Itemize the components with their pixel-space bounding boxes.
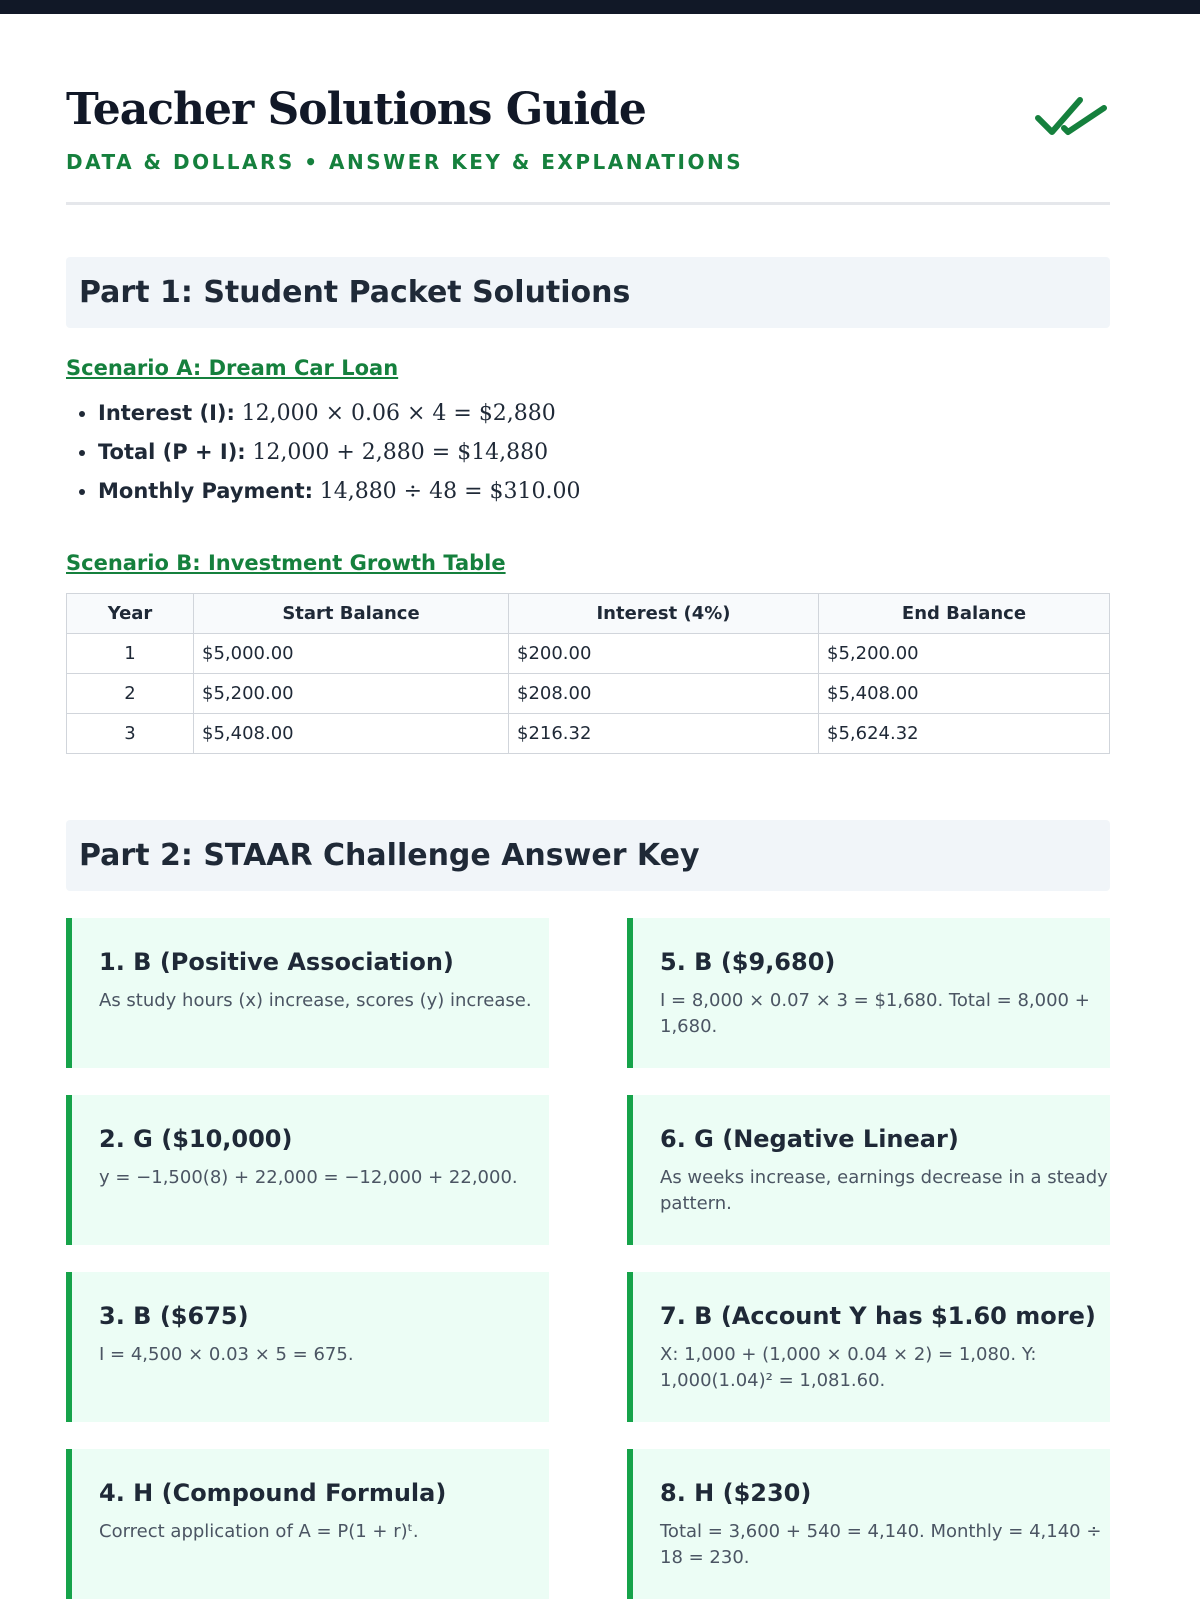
item-expression: 12,000 × 0.06 × 4 = $2,880 <box>241 401 556 426</box>
section-heading: Part 1: Student Packet Solutions <box>66 257 1110 328</box>
solution-list: Interest (I): 12,000 × 0.06 × 4 = $2,880… <box>66 394 1110 511</box>
table-cell: $5,200.00 <box>818 633 1110 674</box>
answer-explanation: X: 1,000 + (1,000 × 0.04 × 2) = 1,080. Y… <box>660 1344 1037 1391</box>
growth-table: Year Start Balance Interest (4%) End Balanc… <box>66 593 1110 754</box>
answer-explanation: I = 8,000 × 0.07 × 3 = $1,680. Total = 8… <box>660 990 1090 1037</box>
header-row: Year Start Balance Interest (4%) End Balanc… <box>66 593 1110 634</box>
item-expression: 14,880 ÷ 48 = $310.00 <box>319 479 581 504</box>
answer-title: 3. B ($675) <box>99 1302 249 1330</box>
solution-item: Total (P + I): 12,000 + 2,880 = $14,880 <box>98 433 1110 472</box>
table-cell: $5,624.32 <box>818 713 1110 754</box>
answer-title: 4. H (Compound Formula) <box>99 1479 447 1507</box>
answer-card: 8. H ($230) Total = 3,600 + 540 = 4,140. … <box>627 1449 1110 1599</box>
answer-card: 4. H (Compound Formula) Correct applicati… <box>66 1449 549 1599</box>
table-cell: $5,408.00 <box>193 713 509 754</box>
answer-explanation: Total = 3,600 + 540 = 4,140. Monthly = 4… <box>660 1521 1102 1568</box>
answer-explanation: Correct application of A = P(1 + r)ᵗ. <box>99 1521 419 1542</box>
check-icon <box>1035 97 1107 135</box>
table-row: 3 $5,408.00 $216.32 $5,624.32 <box>66 713 1110 754</box>
solution-item: Monthly Payment: 14,880 ÷ 48 = $310.00 <box>98 472 1110 511</box>
answer-title: 6. G (Negative Linear) <box>660 1125 959 1153</box>
answer-explanation: y = −1,500(8) + 22,000 = −12,000 + 22,00… <box>99 1167 518 1188</box>
answer-title: 8. H ($230) <box>660 1479 812 1507</box>
answer-title: 1. B (Positive Association) <box>99 948 454 976</box>
table-cell: 2 <box>66 673 194 714</box>
answer-explanation: I = 4,500 × 0.03 × 5 = 675. <box>99 1344 354 1365</box>
column-header: End Balance <box>818 593 1110 634</box>
answer-card: 1. B (Positive Association) As study hour… <box>66 918 549 1068</box>
table-cell: 1 <box>66 633 194 674</box>
answer-explanation: As study hours (x) increase, scores (y) … <box>99 990 532 1011</box>
table-cell: $5,000.00 <box>193 633 509 674</box>
answer-card: 2. G ($10,000) y = −1,500(8) + 22,000 = −… <box>66 1095 549 1245</box>
subtitle: DATA & DOLLARS • ANSWER KEY & EXPLANATIO… <box>66 150 744 174</box>
content: Teacher Solutions Guide DATA & DOLLARS •… <box>66 14 1110 1599</box>
table-cell: $200.00 <box>508 633 819 674</box>
answer-title: 5. B ($9,680) <box>660 948 836 976</box>
section-heading: Part 2: STAAR Challenge Answer Key <box>66 820 1110 891</box>
column-header: Interest (4%) <box>508 593 819 634</box>
answer-title: 7. B (Account Y has $1.60 more) <box>660 1302 1096 1330</box>
table-cell: $5,408.00 <box>818 673 1110 714</box>
title: Teacher Solutions Guide <box>66 84 647 135</box>
divider <box>66 202 1110 205</box>
table-cell: $216.32 <box>508 713 819 754</box>
solution-item: Interest (I): 12,000 × 0.06 × 4 = $2,880 <box>98 394 1110 433</box>
top-bar <box>0 0 1200 14</box>
item-label: Monthly Payment: <box>98 479 314 503</box>
answer-card: 6. G (Negative Linear) As weeks increase,… <box>627 1095 1110 1245</box>
answer-explanation: As weeks increase, earnings decrease in … <box>660 1167 1108 1214</box>
item-label: Interest (I): <box>98 401 235 425</box>
table-row: 2 $5,200.00 $208.00 $5,408.00 <box>66 673 1110 714</box>
scenario-title[interactable]: Scenario A: Dream Car Loan <box>66 356 399 380</box>
answer-card: 3. B ($675) I = 4,500 × 0.03 × 5 = 675. <box>66 1272 549 1422</box>
answer-card: 7. B (Account Y has $1.60 more) X: 1,000 … <box>627 1272 1110 1422</box>
table-cell: $5,200.00 <box>193 673 509 714</box>
answer-grid: 1. B (Positive Association) As study hour… <box>66 918 1110 1599</box>
table-row: 1 $5,000.00 $200.00 $5,200.00 <box>66 633 1110 674</box>
item-label: Total (P + I): <box>98 440 246 464</box>
column-header: Start Balance <box>193 593 509 634</box>
table-cell: 3 <box>66 713 194 754</box>
item-expression: 12,000 + 2,880 = $14,880 <box>252 440 549 465</box>
table-cell: $208.00 <box>508 673 819 714</box>
answer-title: 2. G ($10,000) <box>99 1125 293 1153</box>
column-header: Year <box>66 593 194 634</box>
answer-card: 5. B ($9,680) I = 8,000 × 0.07 × 3 = $1,6… <box>627 918 1110 1068</box>
scenario-title[interactable]: Scenario B: Investment Growth Table <box>66 551 506 575</box>
